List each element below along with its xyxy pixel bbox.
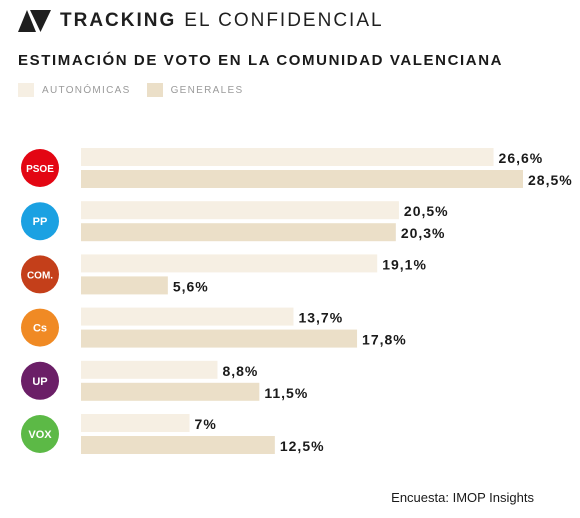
value-label-up-autonomicas: 8,8% [222,363,258,379]
party-label-cs: Cs [33,323,47,335]
bar-pp-autonomicas [81,201,399,220]
party-label-pp: PP [33,216,48,228]
party-label-vox: VOX [28,429,52,441]
bar-com-generales [81,276,168,295]
party-badge-pp [21,202,59,241]
party-label-up: UP [32,376,47,388]
legend-label-autonomicas: AUTONÓMICAS [42,84,131,96]
brand-logo-icon [18,10,51,32]
chart-legend: AUTONÓMICAS GENERALES [18,83,259,97]
legend-swatch-autonomicas [18,83,34,97]
value-label-com-autonomicas: 19,1% [382,256,427,272]
legend-item-generales: GENERALES [146,83,244,97]
party-badge-com [21,255,59,294]
bar-up-autonomicas [81,360,218,379]
bar-vox-generales [81,436,275,454]
bar-cs-autonomicas [81,307,294,326]
source-note: Encuesta: IMOP Insights [391,490,534,505]
party-badge-vox [21,415,59,453]
brand-name-bold: TRACKING [60,10,177,31]
party-badge-up [21,361,59,400]
brand-header: TRACKING EL CONFIDENCIAL [18,8,384,34]
value-label-cs-autonomicas: 13,7% [298,310,343,326]
value-label-vox-generales: 12,5% [280,438,325,454]
bar-com-autonomicas [81,254,378,273]
party-label-psoe: PSOE [26,164,54,175]
value-label-psoe-generales: 28,5% [528,172,573,188]
legend-label-generales: GENERALES [170,84,244,96]
party-label-com: COM. [27,270,53,281]
value-label-com-generales: 5,6% [173,278,209,294]
bar-psoe-generales [81,170,523,188]
party-badge-cs [21,308,59,347]
bar-cs-generales [81,329,358,348]
party-badge-psoe [21,149,59,187]
value-label-cs-generales: 17,8% [362,332,407,348]
value-label-pp-generales: 20,3% [401,225,446,241]
bar-pp-generales [81,223,396,242]
bar-up-generales [81,382,260,401]
legend-item-autonomicas: AUTONÓMICAS [18,83,131,97]
value-label-up-generales: 11,5% [264,385,308,401]
value-label-psoe-autonomicas: 26,6% [499,150,544,166]
legend-swatch-generales [146,83,163,97]
bar-vox-autonomicas [81,414,190,432]
value-label-vox-autonomicas: 7% [195,416,217,432]
bar-psoe-autonomicas [81,148,494,166]
value-label-pp-autonomicas: 20,5% [404,203,449,219]
brand-name-light: EL CONFIDENCIAL [184,10,384,31]
chart-title: ESTIMACIÓN DE VOTO EN LA COMUNIDAD VALEN… [18,52,504,69]
